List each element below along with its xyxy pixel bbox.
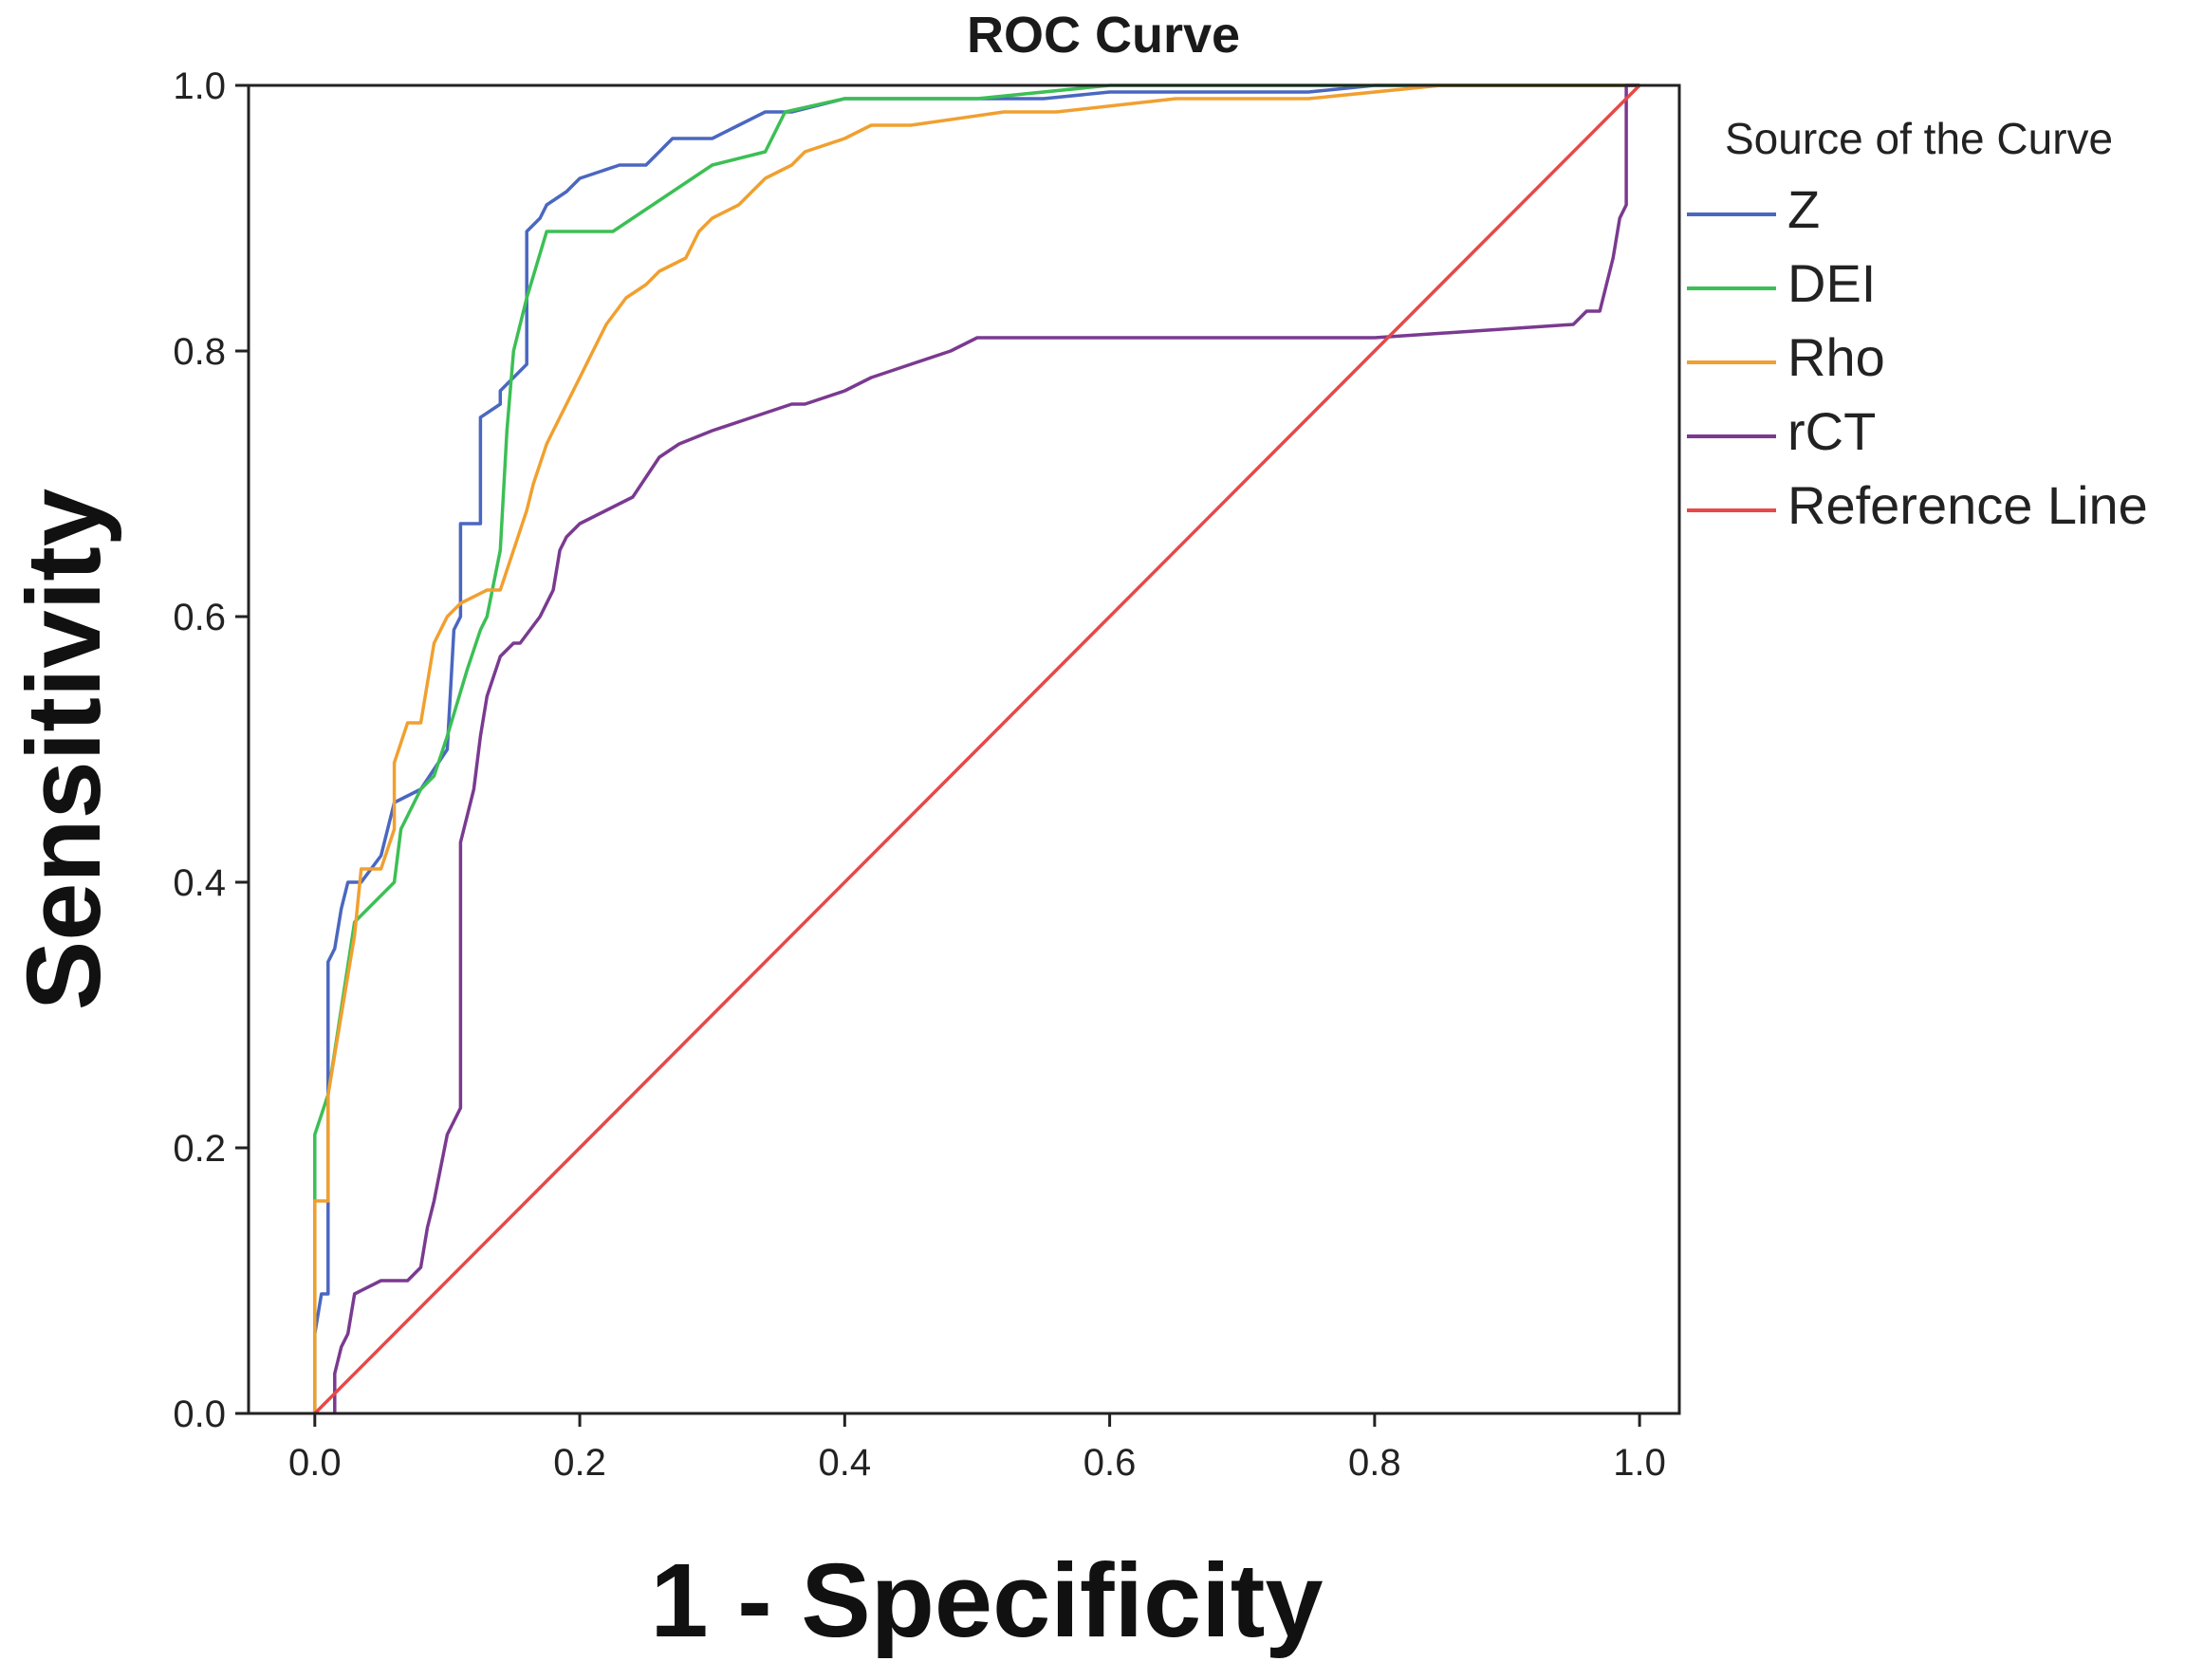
legend-items: Z DEI Rho rCT Reference Line bbox=[1687, 179, 2148, 535]
y-tick-label: 0.0 bbox=[173, 1394, 226, 1435]
x-tick-label: 0.8 bbox=[1348, 1442, 1401, 1484]
x-tick-label: 0.2 bbox=[553, 1442, 606, 1484]
x-tick-label: 0.4 bbox=[819, 1442, 872, 1484]
plot-frame bbox=[247, 83, 1681, 1415]
legend: Source of the Curve Z DEI Rho rCT Reference … bbox=[1687, 114, 2148, 535]
legend-label-dei: DEI bbox=[1787, 253, 1876, 313]
y-tick-label: 0.8 bbox=[173, 331, 226, 373]
x-tick-label: 0.0 bbox=[288, 1442, 342, 1484]
y-tick-label: 0.4 bbox=[173, 862, 226, 904]
x-tick-label: 0.6 bbox=[1083, 1442, 1137, 1484]
y-tick-label: 0.2 bbox=[173, 1128, 226, 1170]
legend-label-rho: Rho bbox=[1787, 327, 1885, 387]
x-axis-label: 1 - Specificity bbox=[650, 1542, 1323, 1659]
plot-series bbox=[313, 83, 1641, 1415]
y-tick-label: 1.0 bbox=[173, 65, 226, 107]
x-tick-label: 1.0 bbox=[1613, 1442, 1666, 1484]
series-line-rho bbox=[313, 83, 1640, 1413]
legend-label-rct: rCT bbox=[1787, 401, 1876, 461]
y-tick-label: 0.6 bbox=[173, 597, 226, 638]
chart-title: ROC Curve bbox=[967, 7, 1240, 64]
series-line-dei bbox=[313, 83, 1640, 1413]
axis-ticks: 0.0 0.2 0.4 0.6 0.8 1.0 0.0 0.2 0.4 0.6 0.8 1.0 bbox=[173, 65, 1666, 1484]
legend-label-z: Z bbox=[1787, 179, 1820, 239]
series-line-reference-line bbox=[313, 83, 1641, 1415]
series-line-rct bbox=[333, 83, 1640, 1413]
y-axis-label: Sensitivity bbox=[6, 489, 122, 1010]
legend-label-reference-line: Reference Line bbox=[1787, 475, 2148, 535]
legend-title: Source of the Curve bbox=[1725, 114, 2113, 163]
